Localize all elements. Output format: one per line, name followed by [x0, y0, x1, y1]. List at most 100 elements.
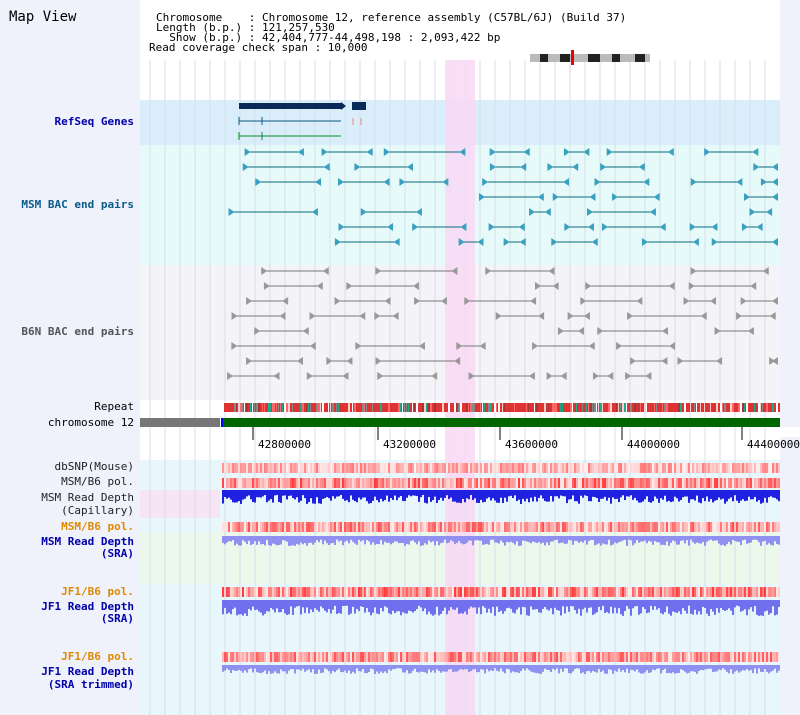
snp-density-mark — [634, 522, 636, 532]
snp-density-mark — [222, 478, 224, 488]
msm-b6-pol-sra-label[interactable]: MSM/B6 pol. — [61, 520, 134, 533]
snp-density-mark — [622, 522, 624, 532]
read-depth-bar — [622, 600, 624, 616]
read-depth-bar — [650, 490, 652, 503]
jf1-read-depth-trim-label[interactable]: JF1 Read Depth — [41, 665, 134, 678]
read-depth-bar — [296, 490, 298, 498]
snp-density-mark — [720, 652, 722, 662]
read-depth-bar — [624, 490, 626, 501]
snp-density-mark — [368, 522, 370, 532]
snp-density-mark — [490, 522, 492, 532]
snp-density-mark — [488, 478, 490, 488]
snp-density-mark — [482, 463, 484, 473]
snp-density-mark — [246, 652, 248, 662]
repeat-mark — [412, 403, 413, 412]
read-depth-bar — [472, 600, 474, 608]
read-depth-bar — [394, 600, 396, 614]
bac-end-marker — [551, 238, 558, 246]
read-depth-bar — [370, 600, 372, 616]
snp-density-mark — [712, 463, 714, 473]
snp-density-mark — [596, 587, 598, 597]
snp-density-mark — [422, 587, 424, 597]
read-depth-bar — [452, 490, 454, 502]
read-depth-bar — [274, 536, 276, 545]
snp-density-mark — [254, 478, 256, 488]
read-depth-bar — [232, 490, 234, 503]
read-depth-bar — [320, 536, 322, 540]
read-depth-bar — [358, 490, 360, 498]
read-depth-bar — [504, 665, 506, 674]
read-depth-bar — [400, 536, 402, 543]
read-depth-bar — [530, 490, 532, 498]
msm-b6-pol-label[interactable]: MSM/B6 pol. — [61, 475, 134, 488]
read-depth-bar — [308, 665, 310, 670]
read-depth-bar — [698, 536, 700, 544]
read-depth-bar — [664, 536, 666, 546]
snp-density-mark — [584, 478, 586, 488]
bac-end-marker — [616, 342, 623, 350]
snp-density-mark — [300, 463, 302, 473]
snp-density-mark — [350, 652, 352, 662]
snp-density-mark — [554, 587, 556, 597]
repeat-mark — [458, 403, 460, 412]
jf1-b6-pol-label[interactable]: JF1/B6 pol. — [61, 585, 134, 598]
snp-density-mark — [672, 463, 674, 473]
refseq-genes-label[interactable]: RefSeq Genes — [54, 115, 134, 128]
msm-read-depth-cap-label[interactable]: MSM Read Depth — [41, 491, 134, 504]
read-depth-bar — [286, 600, 288, 615]
snp-density-mark — [276, 587, 278, 597]
read-depth-bar — [598, 536, 600, 544]
read-depth-bar — [300, 665, 302, 671]
snp-density-mark — [344, 478, 346, 488]
snp-density-mark — [520, 522, 522, 532]
read-depth-bar — [408, 490, 410, 496]
snp-density-mark — [372, 463, 374, 473]
repeat-mark — [276, 403, 277, 412]
snp-density-mark — [448, 587, 450, 597]
read-depth-bar — [486, 490, 488, 499]
read-depth-bar — [720, 600, 722, 609]
read-depth-bar — [292, 536, 294, 546]
read-depth-bar — [226, 665, 228, 669]
read-depth-bar — [682, 665, 684, 671]
read-depth-bar — [536, 600, 538, 609]
snp-density-mark — [310, 522, 312, 532]
snp-density-mark — [274, 478, 276, 488]
bac-end-marker — [607, 372, 614, 380]
read-depth-bar — [728, 600, 730, 609]
snp-density-mark — [504, 522, 506, 532]
jf1-read-depth-sra-label[interactable]: JF1 Read Depth — [41, 600, 134, 613]
snp-density-mark — [272, 652, 274, 662]
msm-read-depth-sra-label[interactable]: MSM Read Depth — [41, 535, 134, 548]
dbsnp-label[interactable]: dbSNP(Mouse) — [54, 460, 134, 473]
snp-density-mark — [770, 478, 772, 488]
snp-density-mark — [694, 587, 696, 597]
snp-density-mark — [368, 652, 370, 662]
repeat-mark — [716, 403, 718, 412]
read-depth-bar — [592, 600, 594, 616]
read-depth-bar — [560, 490, 562, 496]
snp-density-mark — [244, 522, 246, 532]
read-depth-bar — [256, 490, 258, 498]
snp-density-mark — [274, 652, 276, 662]
snp-density-mark — [520, 463, 522, 473]
repeat-mark — [258, 403, 260, 412]
repeat-mark — [352, 403, 353, 412]
snp-density-mark — [550, 587, 552, 597]
b6n-bac-label[interactable]: B6N BAC end pairs — [21, 325, 134, 338]
snp-density-mark — [408, 652, 410, 662]
snp-density-mark — [750, 587, 752, 597]
read-depth-bar — [562, 490, 564, 497]
snp-density-mark — [274, 587, 276, 597]
read-depth-bar — [286, 536, 288, 542]
snp-density-mark — [478, 522, 480, 532]
snp-density-mark — [474, 463, 476, 473]
snp-density-mark — [500, 522, 502, 532]
snp-density-mark — [492, 463, 494, 473]
jf1-b6-pol-trim-label[interactable]: JF1/B6 pol. — [61, 650, 134, 663]
snp-density-mark — [728, 478, 730, 488]
msm-bac-label[interactable]: MSM BAC end pairs — [21, 198, 134, 211]
snp-density-mark — [370, 652, 372, 662]
read-depth-bar — [472, 490, 474, 500]
